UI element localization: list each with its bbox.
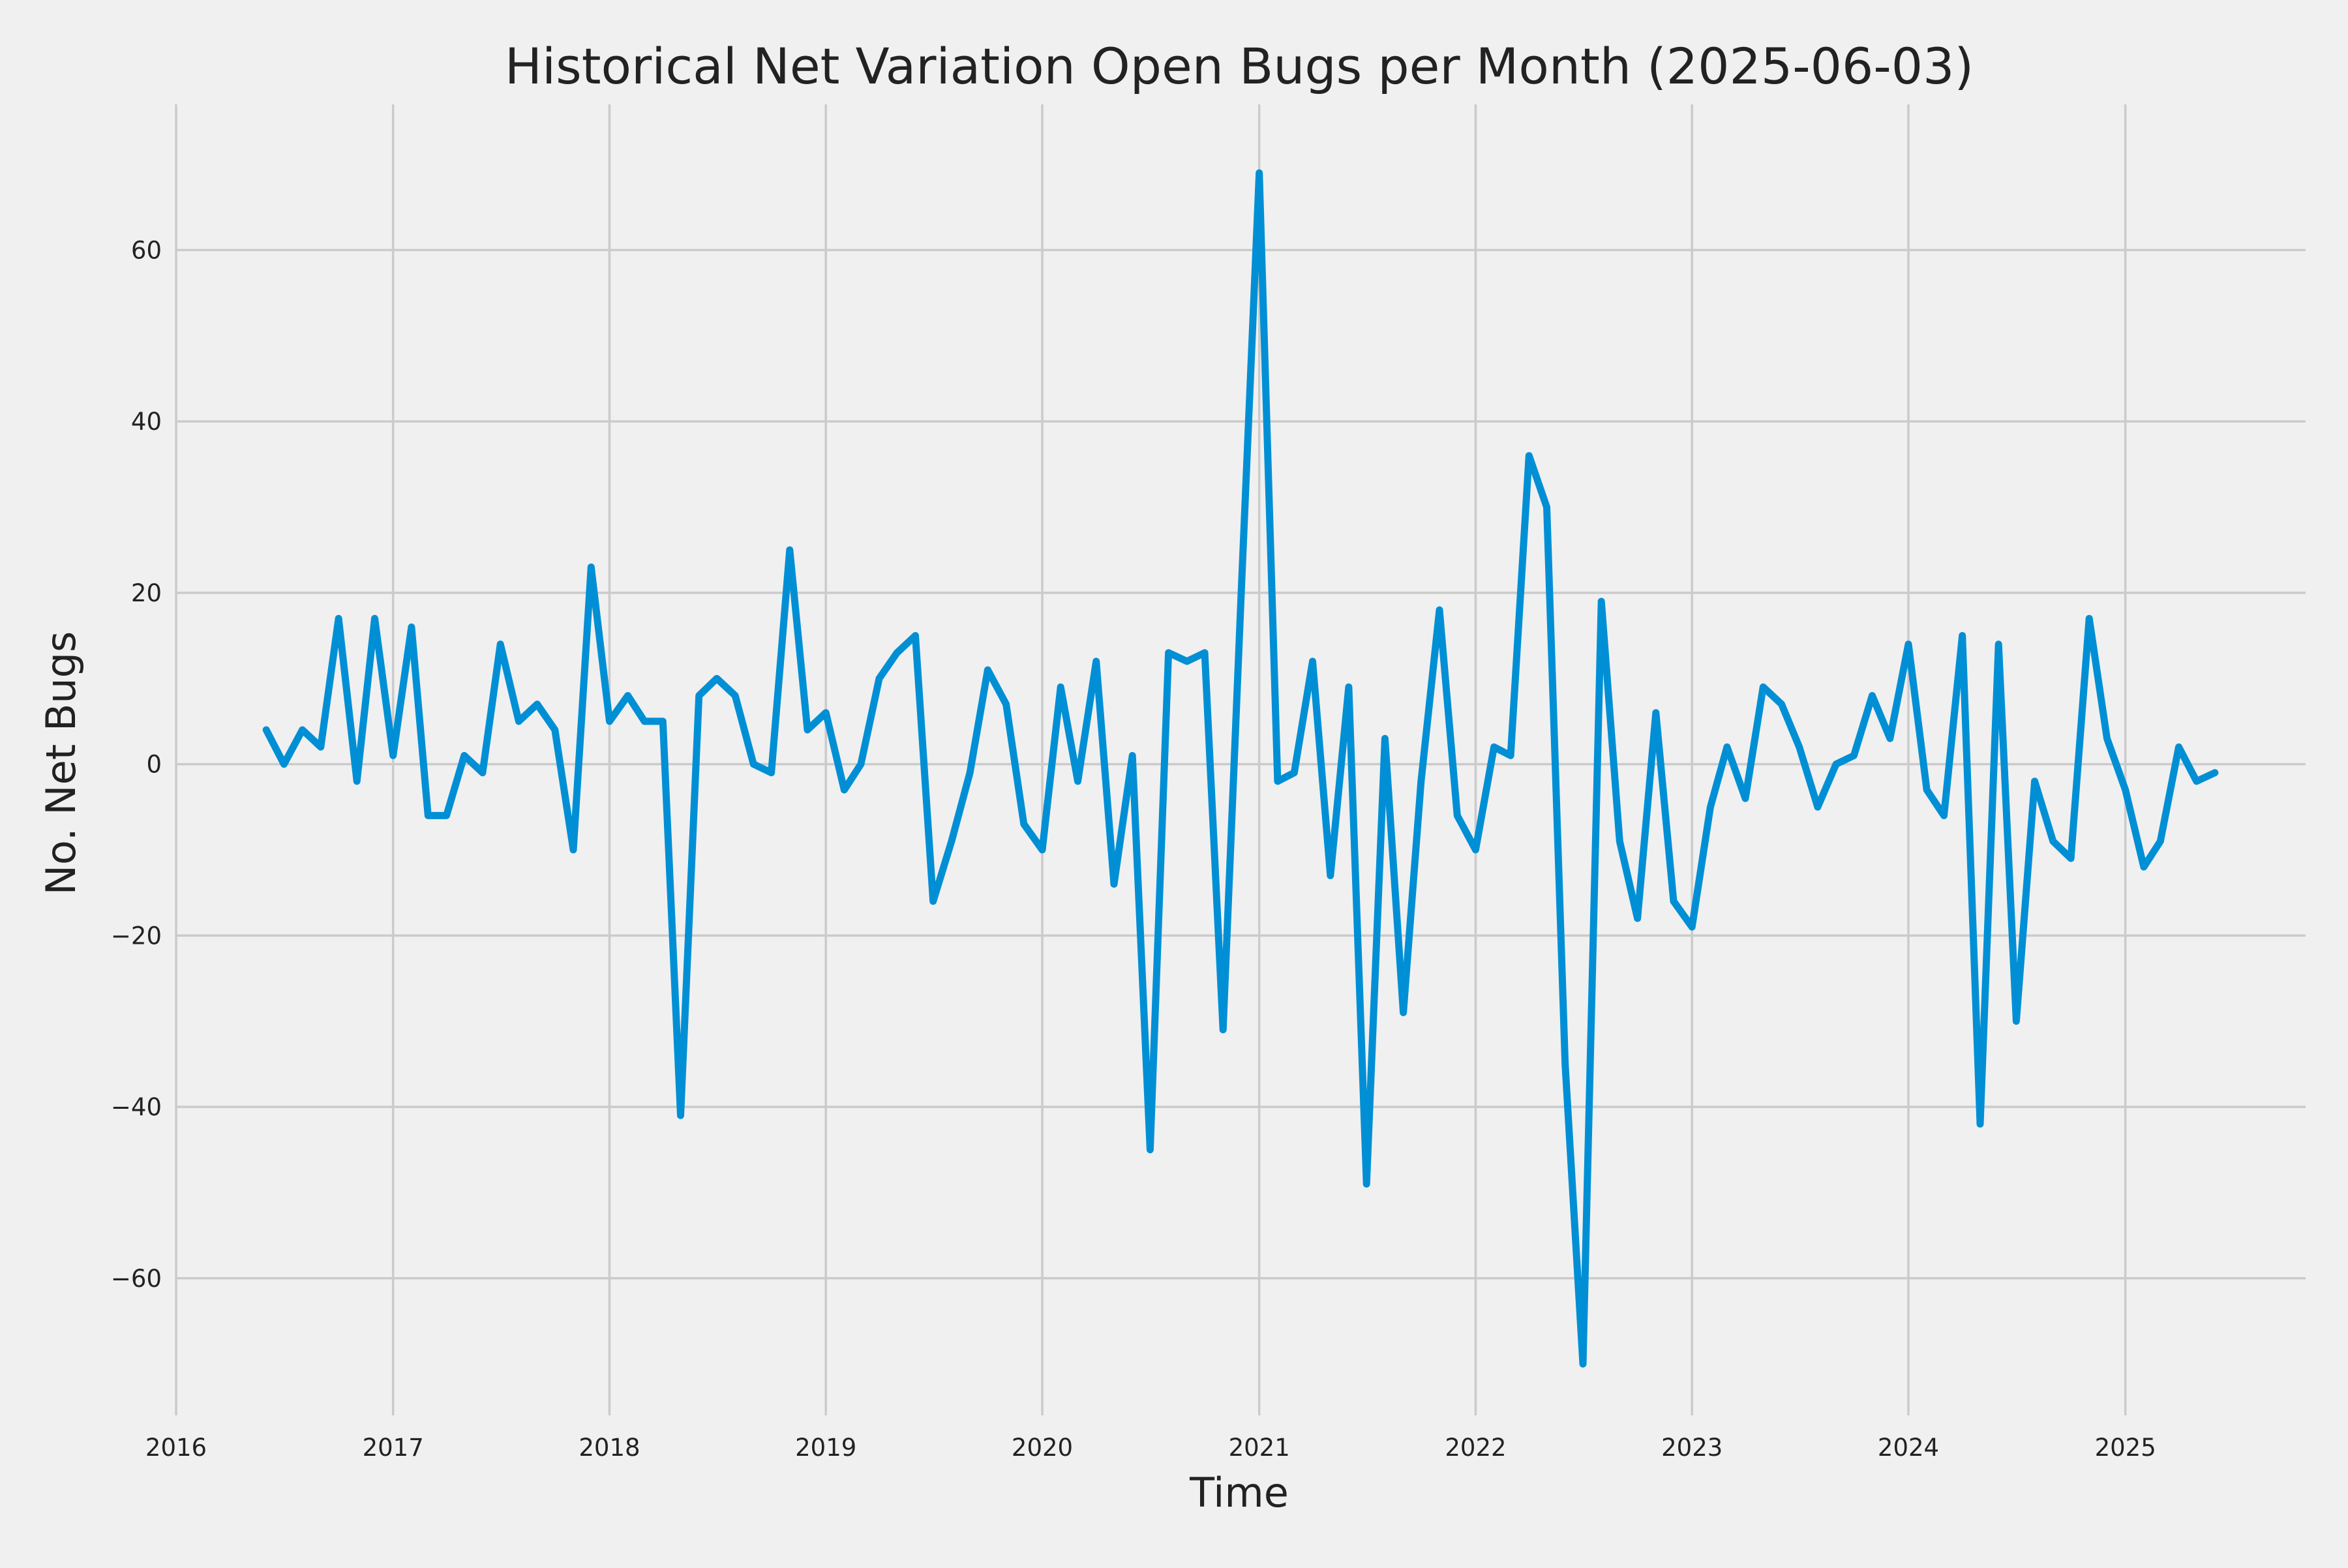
y-tick-label: −60 bbox=[111, 1265, 162, 1293]
x-tick-label: 2022 bbox=[1445, 1434, 1506, 1462]
y-tick-label: 60 bbox=[131, 236, 162, 264]
tick-labels: 2016 2017 2018 2019 2020 2021 2022 2023 2024 2025… bbox=[111, 236, 2156, 1462]
y-tick-label: 40 bbox=[131, 408, 162, 436]
x-tick-label: 2025 bbox=[2095, 1434, 2156, 1462]
y-tick-label: 20 bbox=[131, 579, 162, 607]
x-tick-label: 2020 bbox=[1012, 1434, 1073, 1462]
x-tick-label: 2021 bbox=[1229, 1434, 1290, 1462]
series-line bbox=[262, 169, 2219, 1368]
chart-title: Historical Net Variation Open Bugs per M… bbox=[505, 37, 1974, 95]
x-tick-label: 2023 bbox=[1661, 1434, 1723, 1462]
y-tick-label: 0 bbox=[146, 751, 162, 779]
x-tick-label: 2024 bbox=[1878, 1434, 1939, 1462]
x-tick-label: 2018 bbox=[579, 1434, 640, 1462]
x-tick-label: 2019 bbox=[795, 1434, 856, 1462]
x-axis-title: Time bbox=[1189, 1469, 1289, 1516]
y-tick-label: −40 bbox=[111, 1093, 162, 1121]
series-layer bbox=[262, 169, 2219, 1368]
y-axis-title: No. Net Bugs bbox=[37, 631, 85, 896]
y-tick-label: −20 bbox=[111, 922, 162, 950]
x-tick-label: 2016 bbox=[145, 1434, 207, 1462]
x-tick-label: 2017 bbox=[363, 1434, 424, 1462]
